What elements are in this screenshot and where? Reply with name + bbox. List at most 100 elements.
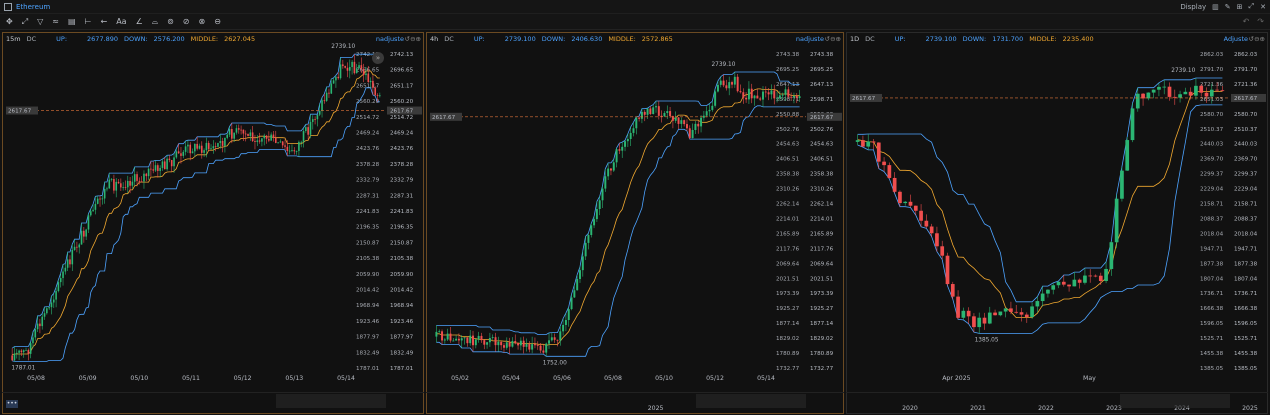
y-axis-label-left: 2862.03 <box>1200 52 1224 58</box>
indicator-label[interactable]: DC <box>865 35 875 43</box>
shapes-icon[interactable]: ▤ <box>67 17 76 26</box>
magnet-icon[interactable]: ⌓ <box>151 16 159 26</box>
y-axis-label-left: 2332.79 <box>356 178 380 184</box>
candle-body <box>604 176 607 189</box>
candle-body <box>1188 91 1193 96</box>
more-button[interactable]: ••• <box>6 400 18 408</box>
adjust-toggle[interactable]: Adjuste <box>1223 35 1248 43</box>
candle-body <box>80 230 83 245</box>
candle-body <box>360 65 363 69</box>
y-axis-label-left: 1736.71 <box>1200 291 1224 297</box>
dc-middle-label: MIDDLE: <box>608 35 636 43</box>
timeframe-selector[interactable]: 1D <box>850 35 860 43</box>
candle-body <box>78 244 81 248</box>
text-icon[interactable]: Aa <box>116 17 127 26</box>
range-selector[interactable] <box>696 394 806 408</box>
candle-body <box>108 179 111 189</box>
arrow-icon[interactable]: ← <box>100 17 108 26</box>
x-axis-label: 05/14 <box>337 375 355 382</box>
y-axis-label: 2332.79 <box>390 178 414 184</box>
candle-body <box>117 181 120 184</box>
candle-body <box>279 141 282 143</box>
candle-body <box>1183 91 1188 95</box>
panel-controls-icon[interactable]: ↺⊖⊕ <box>404 35 421 43</box>
y-axis-label: 2423.76 <box>390 146 414 152</box>
maximize-icon[interactable]: ⤢ <box>1248 2 1255 10</box>
measure-icon[interactable]: ⊢ <box>84 17 92 26</box>
y-axis-label: 1832.49 <box>390 350 414 356</box>
edit-icon[interactable]: ✎ <box>1224 2 1231 11</box>
candle-body <box>677 117 680 124</box>
candle-body <box>700 117 703 127</box>
timeframe-selector[interactable]: 15m <box>6 35 21 43</box>
trendline-icon[interactable]: ⤢ <box>21 16 29 26</box>
adjust-toggle[interactable]: nadjuste <box>795 35 824 43</box>
timeline-label: 2025 <box>1242 405 1258 412</box>
candle-body <box>1046 289 1050 294</box>
pitchfork-icon[interactable]: ▽ <box>37 17 44 26</box>
toggle-icon[interactable]: ⊖ <box>214 17 221 26</box>
hide-icon[interactable]: ⊘ <box>182 17 190 26</box>
y-axis-label: 2021.51 <box>810 276 834 282</box>
candle-body <box>348 67 351 71</box>
candle-body <box>887 165 892 178</box>
candle-body <box>463 337 466 339</box>
undo-icon[interactable]: ↶ <box>1242 17 1250 26</box>
candle-body <box>446 333 449 340</box>
candle-body <box>110 179 113 180</box>
delete-icon[interactable]: ⊗ <box>198 17 206 26</box>
close-icon[interactable]: ✕ <box>1260 2 1266 11</box>
indicator-label[interactable]: DC <box>26 35 37 43</box>
timeline-strip[interactable] <box>426 392 844 414</box>
candle-body <box>191 151 194 154</box>
y-axis-label-left: 2598.71 <box>776 97 800 103</box>
layout-icon[interactable]: ▥ <box>1212 2 1219 11</box>
indicator-label[interactable]: DC <box>444 35 454 43</box>
chart-panel-15m[interactable]: 15m DC UP: 2677.890 DOWN: 2576.200 MIDDLE: 2627… <box>2 32 424 414</box>
candle-body <box>83 230 85 237</box>
wave-icon[interactable]: ≈ <box>52 17 59 26</box>
candle-body <box>231 128 233 139</box>
candle-body <box>66 259 69 268</box>
crosshair-icon[interactable]: ✥ <box>6 17 13 26</box>
candle-body <box>731 82 734 85</box>
candle-body <box>601 188 604 201</box>
candle-body <box>486 342 489 345</box>
scroll-right-icon[interactable]: » <box>372 52 384 64</box>
y-axis-label-left: 2014.42 <box>356 288 379 294</box>
adjust-toggle[interactable]: nadjuste <box>375 35 404 43</box>
redo-icon[interactable]: ↷ <box>1257 17 1264 26</box>
range-selector[interactable] <box>1120 394 1230 408</box>
angle-icon[interactable]: ∠ <box>135 17 143 26</box>
display-menu[interactable]: Display <box>1180 2 1207 11</box>
candle-body <box>798 96 801 99</box>
timeline-label: 2025 <box>648 405 664 412</box>
candle-body <box>200 145 203 153</box>
chart-panel-4h[interactable]: 4h DC UP: 2739.100 DOWN: 2406.630 MIDDLE: 2572.… <box>426 32 844 414</box>
y-axis-label-left: 1787.01 <box>356 366 380 372</box>
y-axis-label: 2229.04 <box>1234 187 1258 193</box>
timeline-strip[interactable] <box>846 392 1268 414</box>
y-axis-label: 1829.02 <box>810 336 833 342</box>
chart-panel-1d[interactable]: 1D DC UP: 2739.100 DOWN: 1731.700 MIDDLE: 2235.… <box>846 32 1268 414</box>
panel-controls-icon[interactable]: ↺⊖⊕ <box>1248 35 1265 43</box>
timeframe-selector[interactable]: 4h <box>430 35 439 43</box>
grid-icon[interactable]: ⊞ <box>1236 2 1243 11</box>
candle-body <box>32 337 34 344</box>
candle-body <box>1120 170 1124 199</box>
candle-body <box>221 141 224 146</box>
timeline-strip[interactable]: ••• <box>2 392 424 414</box>
candle-body <box>277 142 279 144</box>
range-selector[interactable] <box>276 394 386 408</box>
candle-body <box>736 76 739 92</box>
eye-icon[interactable]: ⊚ <box>167 17 174 26</box>
candle-body <box>722 80 725 86</box>
candle-body <box>612 162 615 171</box>
candle-body <box>43 313 46 317</box>
candle-body <box>1072 279 1077 287</box>
y-axis-label: 2287.31 <box>390 193 414 199</box>
candle-body <box>69 259 71 265</box>
candle-body <box>170 160 173 167</box>
panel-controls-icon[interactable]: ↺⊖⊕ <box>824 35 841 43</box>
candle-body <box>750 88 753 99</box>
